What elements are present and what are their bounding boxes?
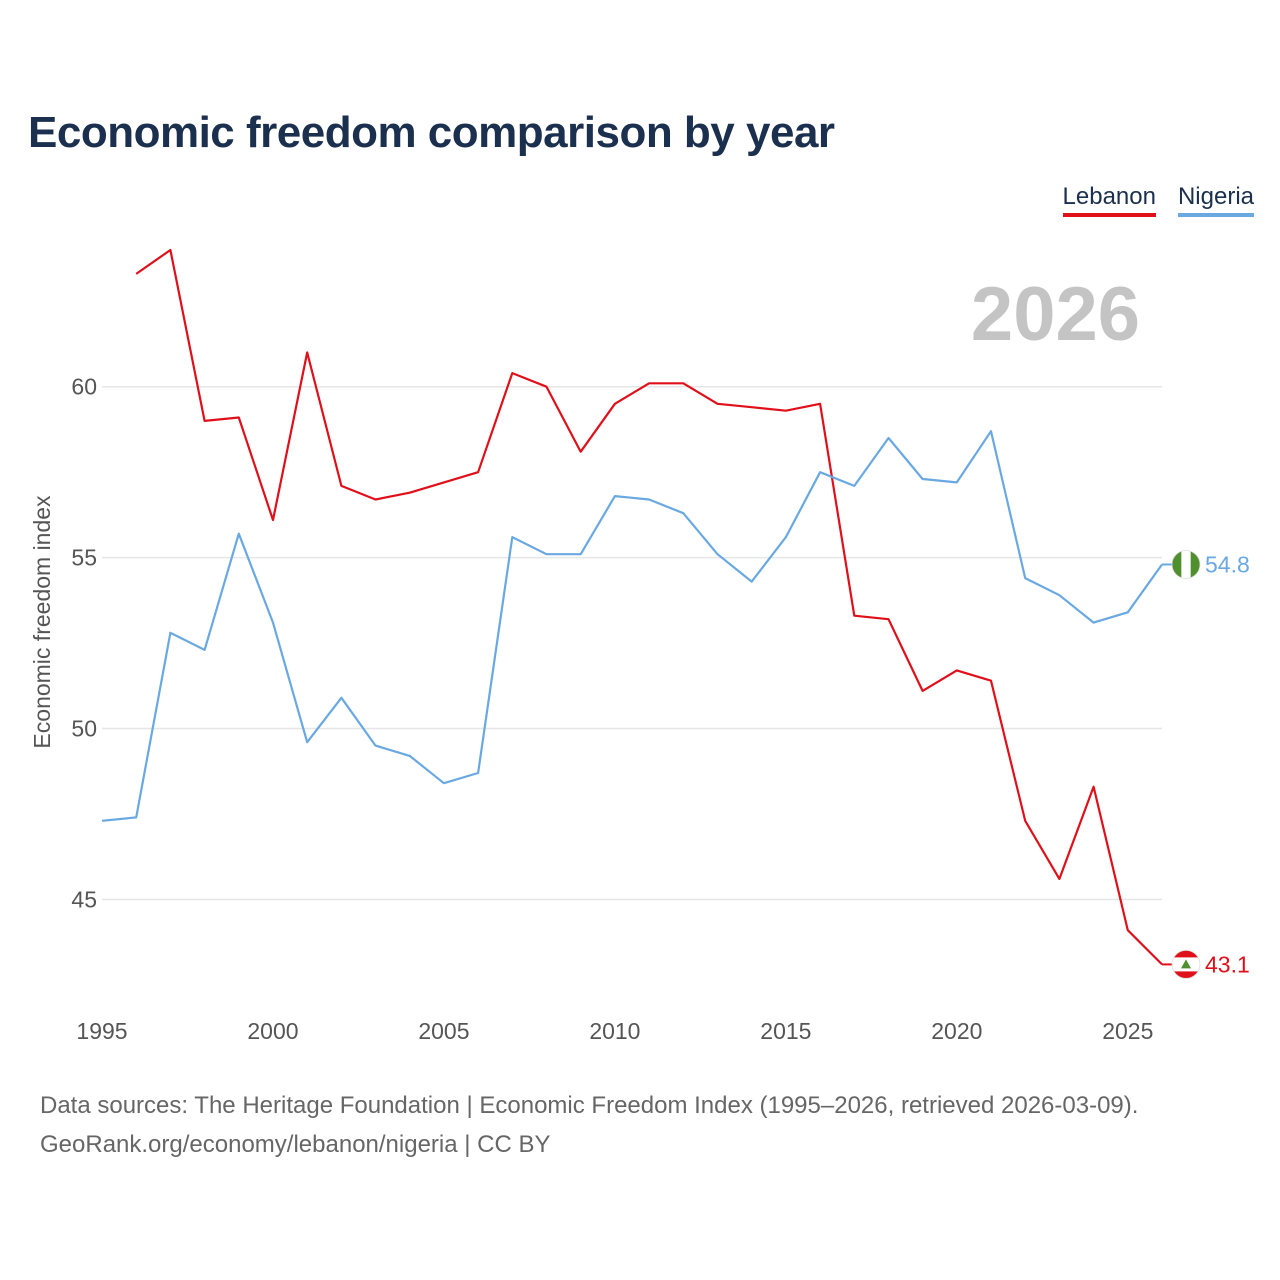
x-tick-2025: 2025 — [1102, 1018, 1153, 1044]
legend-lebanon[interactable]: Lebanon — [1062, 183, 1156, 217]
x-tick-2000: 2000 — [247, 1018, 298, 1044]
legend-nigeria[interactable]: Nigeria — [1177, 183, 1254, 217]
footer: Data sources: The Heritage Foundation | … — [40, 1086, 1138, 1164]
end-label-lebanon: 43.1 — [1205, 951, 1250, 977]
lebanon-flag-icon — [1171, 950, 1201, 979]
x-tick-2020: 2020 — [931, 1018, 982, 1044]
y-axis-label: Economic freedom index — [29, 495, 55, 749]
attribution-text: GeoRank.org/economy/lebanon/nigeria | CC… — [40, 1131, 551, 1158]
chart-title: Economic freedom comparison by year — [28, 108, 835, 157]
series-line-nigeria — [101, 430, 1163, 822]
gridlines — [102, 385, 1162, 901]
end-markers: 43.1 54.8 — [1162, 550, 1250, 979]
series-lines — [101, 248, 1163, 966]
y-axis-ticks: 45 50 55 60 — [71, 374, 97, 913]
y-tick-55: 55 — [71, 545, 97, 571]
x-axis-ticks: 1995 2000 2005 2010 2015 2020 2025 — [76, 1018, 1153, 1044]
y-tick-60: 60 — [71, 374, 97, 400]
x-tick-2010: 2010 — [589, 1018, 640, 1044]
x-tick-2015: 2015 — [760, 1018, 811, 1044]
x-tick-2005: 2005 — [418, 1018, 469, 1044]
data-source-text: Data sources: The Heritage Foundation | … — [40, 1092, 1139, 1119]
x-tick-1995: 1995 — [76, 1018, 127, 1044]
end-label-nigeria: 54.8 — [1205, 551, 1250, 577]
series-line-lebanon — [135, 248, 1163, 966]
year-watermark: 2026 — [971, 272, 1140, 357]
y-tick-45: 45 — [71, 886, 97, 912]
legend: Lebanon Nigeria — [1062, 183, 1254, 217]
y-tick-50: 50 — [71, 716, 97, 742]
nigeria-flag-icon — [1171, 550, 1201, 579]
